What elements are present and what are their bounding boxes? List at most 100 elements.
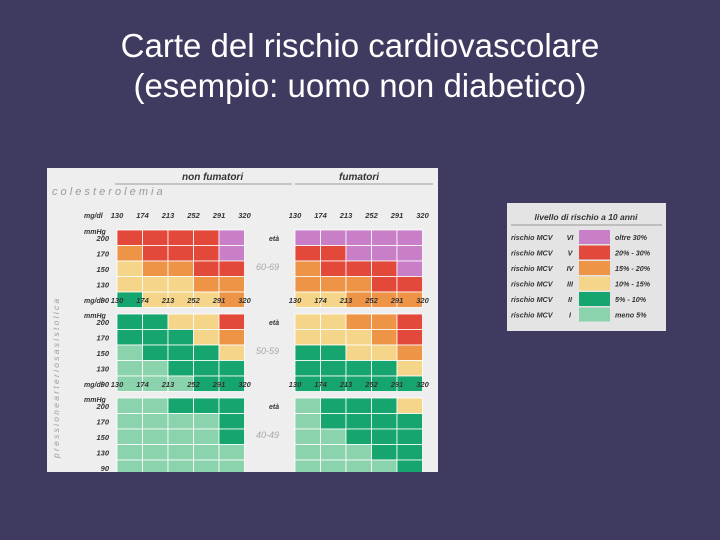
risk-cell-smoker-I	[320, 444, 347, 461]
cholesterol-tick-nonsmoker: 174	[136, 296, 149, 305]
risk-cell-smoker-VI	[371, 245, 398, 262]
risk-cell-nonsmoker-VI	[218, 229, 245, 246]
risk-cell-nonsmoker-IV	[193, 276, 220, 293]
cholesterol-axis-label: c o l e s t e r o l e m i a	[52, 186, 163, 198]
risk-cell-nonsmoker-V	[193, 245, 220, 262]
eta-label: età	[269, 404, 279, 411]
risk-cell-nonsmoker-I	[142, 413, 169, 430]
unit-mmhg: mmHg	[84, 397, 107, 404]
risk-cell-smoker-III	[294, 313, 321, 330]
risk-cell-nonsmoker-V	[142, 245, 169, 262]
cholesterol-tick-smoker: 252	[364, 380, 378, 389]
risk-cell-nonsmoker-IV	[142, 260, 169, 277]
cholesterol-tick-nonsmoker: 252	[186, 380, 200, 389]
cholesterol-tick-smoker: 130	[289, 296, 302, 305]
risk-legend-svg: livello di rischio a 10 anni rischio MCV V…	[511, 212, 662, 322]
cholesterol-tick-smoker: 291	[390, 380, 404, 389]
risk-cell-nonsmoker-V	[193, 260, 220, 277]
risk-cell-nonsmoker-II	[193, 360, 220, 377]
risk-cell-nonsmoker-I	[142, 397, 169, 414]
risk-cell-smoker-II	[294, 360, 321, 377]
legend-row-label: rischio MCV	[511, 295, 554, 304]
risk-cell-smoker-V	[396, 313, 423, 330]
cholesterol-tick-smoker: 320	[416, 296, 429, 305]
bp-tick: 150	[96, 433, 109, 442]
risk-cell-nonsmoker-II	[116, 329, 143, 346]
risk-cell-nonsmoker-II	[218, 375, 245, 392]
risk-cell-smoker-II	[371, 428, 398, 445]
risk-cell-smoker-V	[320, 260, 347, 277]
risk-cell-smoker-IV	[294, 260, 321, 277]
risk-cell-smoker-I	[294, 397, 321, 414]
cholesterol-tick-smoker: 174	[314, 211, 327, 220]
risk-cell-nonsmoker-IV	[116, 245, 143, 262]
risk-cell-nonsmoker-IV	[218, 329, 245, 346]
risk-cell-smoker-III	[396, 397, 423, 414]
unit-mgdl: mg/dl	[84, 213, 104, 220]
risk-cell-smoker-V	[371, 276, 398, 293]
risk-cell-smoker-II	[371, 360, 398, 377]
risk-cell-nonsmoker-V	[218, 260, 245, 277]
risk-cell-smoker-II	[396, 375, 423, 392]
unit-mmhg: mmHg	[84, 229, 107, 236]
cholesterol-tick-nonsmoker: 213	[161, 380, 175, 389]
cholesterol-tick-nonsmoker: 291	[212, 296, 226, 305]
cholesterol-tick-smoker: 320	[416, 211, 429, 220]
legend-swatch-III	[579, 276, 610, 291]
risk-cell-smoker-I	[320, 459, 347, 472]
risk-cell-smoker-IV	[294, 276, 321, 293]
bp-tick: 200	[95, 234, 109, 243]
bp-tick: 130	[96, 281, 109, 290]
cholesterol-tick-smoker: 174	[314, 296, 327, 305]
risk-cell-nonsmoker-I	[193, 444, 220, 461]
legend-swatch-V	[579, 245, 610, 260]
risk-cell-smoker-II	[320, 413, 347, 430]
risk-cell-smoker-III	[345, 329, 372, 346]
risk-cell-smoker-I	[371, 459, 398, 472]
cholesterol-tick-nonsmoker: 320	[238, 380, 251, 389]
risk-cell-smoker-II	[294, 344, 321, 361]
risk-cell-smoker-I	[294, 428, 321, 445]
risk-cell-nonsmoker-I	[167, 428, 194, 445]
legend-row-range: meno 5%	[615, 311, 647, 320]
risk-cell-nonsmoker-III	[116, 260, 143, 277]
risk-cell-smoker-III	[345, 344, 372, 361]
legend-row-level: II	[568, 295, 573, 304]
legend-row-label: rischio MCV	[511, 249, 554, 258]
risk-cell-smoker-III	[294, 329, 321, 346]
risk-cell-nonsmoker-V	[193, 229, 220, 246]
risk-cell-smoker-II	[320, 344, 347, 361]
risk-cell-smoker-VI	[396, 245, 423, 262]
cholesterol-tick-smoker: 252	[364, 296, 378, 305]
legend-row-level: VI	[567, 233, 575, 242]
risk-chart: non fumatori fumatori c o l e s t e r o l …	[47, 168, 438, 472]
risk-cell-nonsmoker-III	[167, 313, 194, 330]
risk-cell-smoker-VI	[396, 229, 423, 246]
risk-cell-nonsmoker-II	[218, 428, 245, 445]
bp-tick: 130	[96, 449, 109, 458]
risk-cell-nonsmoker-I	[193, 459, 220, 472]
header-smokers: fumatori	[339, 172, 379, 183]
risk-cell-smoker-II	[371, 397, 398, 414]
risk-cell-smoker-V	[320, 245, 347, 262]
legend-row-label: rischio MCV	[511, 233, 554, 242]
cholesterol-tick-nonsmoker: 252	[186, 211, 200, 220]
risk-cell-smoker-I	[345, 444, 372, 461]
risk-cell-smoker-II	[396, 413, 423, 430]
unit-mmhg: mmHg	[84, 313, 107, 320]
risk-cell-nonsmoker-II	[142, 329, 169, 346]
cholesterol-tick-nonsmoker: 213	[161, 296, 175, 305]
cholesterol-tick-smoker: 130	[289, 211, 302, 220]
risk-cell-nonsmoker-II	[116, 313, 143, 330]
risk-cell-smoker-II	[345, 413, 372, 430]
age-group-label: 50-59	[256, 346, 279, 356]
cholesterol-tick-smoker: 174	[314, 380, 327, 389]
risk-cell-nonsmoker-V	[116, 229, 143, 246]
legend-row-range: 15% - 20%	[615, 264, 651, 273]
cholesterol-tick-nonsmoker: 291	[212, 211, 226, 220]
risk-cell-nonsmoker-III	[142, 276, 169, 293]
risk-cell-nonsmoker-I	[142, 428, 169, 445]
legend-row-level: IV	[567, 264, 575, 273]
risk-cell-nonsmoker-III	[193, 329, 220, 346]
slide-title-line-1: Carte del rischio cardiovascolare	[120, 27, 600, 64]
